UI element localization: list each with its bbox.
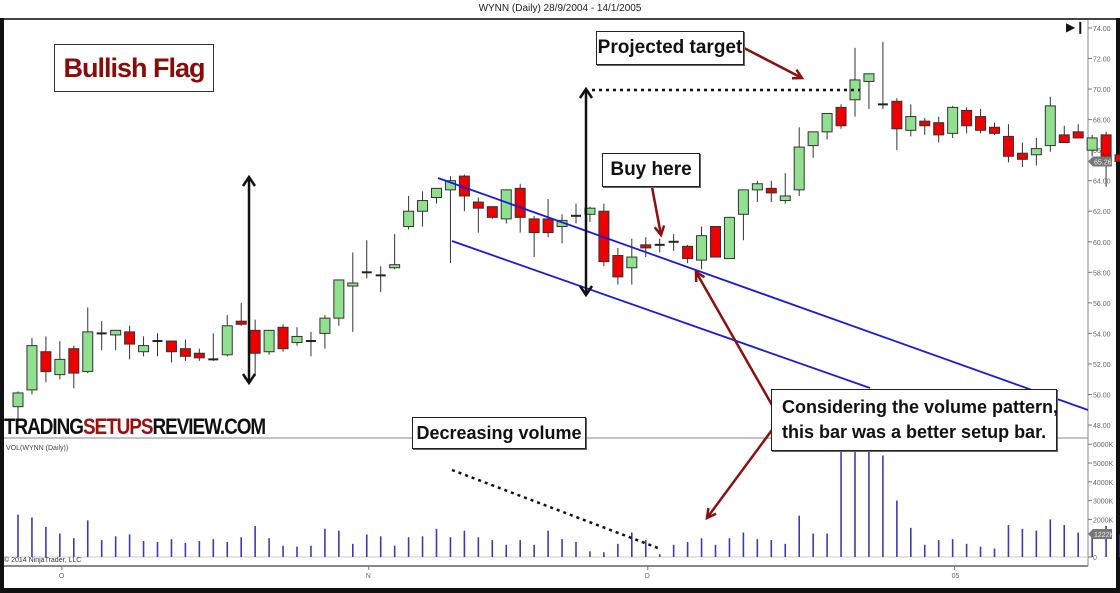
- svg-text:72.00: 72.00: [1093, 57, 1111, 64]
- svg-text:N: N: [366, 573, 371, 580]
- svg-text:O: O: [59, 573, 65, 580]
- svg-text:68.00: 68.00: [1093, 118, 1111, 125]
- svg-text:05: 05: [952, 573, 960, 580]
- buy-here-label: Buy here: [610, 159, 692, 180]
- svg-text:62.00: 62.00: [1093, 209, 1111, 216]
- svg-text:1222K: 1222K: [1094, 532, 1115, 539]
- volume-note-line1: Considering the volume pattern,: [782, 397, 1059, 417]
- volume-note-line2: this bar was a better setup bar.: [782, 422, 1047, 442]
- chart-title: WYNN (Daily) 28/9/2004 - 14/1/2005: [478, 3, 642, 14]
- projected-target-callout: Projected target: [596, 31, 744, 65]
- brand-part1: TRADING: [4, 414, 84, 439]
- svg-text:50.00: 50.00: [1093, 392, 1111, 399]
- copyright-text: © 2014 NinjaTrader, LLC: [4, 557, 82, 564]
- svg-text:48.00: 48.00: [1093, 423, 1111, 430]
- svg-text:D: D: [645, 573, 650, 580]
- svg-text:60.00: 60.00: [1093, 240, 1111, 247]
- decreasing-volume-callout: Decreasing volume: [412, 417, 586, 449]
- left-border: [0, 18, 4, 593]
- decreasing-volume-label: Decreasing volume: [416, 423, 582, 443]
- svg-text:54.00: 54.00: [1093, 331, 1111, 338]
- svg-text:2000K: 2000K: [1093, 517, 1114, 524]
- svg-text:65.26: 65.26: [1094, 159, 1112, 166]
- svg-text:56.00: 56.00: [1093, 301, 1111, 308]
- bottom-border: [0, 588, 1120, 593]
- svg-text:5000K: 5000K: [1093, 461, 1114, 468]
- svg-text:4000K: 4000K: [1093, 480, 1114, 487]
- svg-text:0: 0: [1093, 555, 1097, 562]
- brand-part3: REVIEW.COM: [152, 414, 266, 439]
- volume-note-callout: Considering the volume pattern, this bar…: [771, 389, 1059, 451]
- svg-text:6000K: 6000K: [1093, 442, 1114, 449]
- volume-panel-label: VOL(WYNN (Daily)): [6, 445, 69, 452]
- svg-text:52.00: 52.00: [1093, 362, 1111, 369]
- svg-text:64.00: 64.00: [1093, 179, 1111, 186]
- chart-title-bar: WYNN (Daily) 28/9/2004 - 14/1/2005: [0, 0, 1120, 20]
- svg-text:74.00: 74.00: [1093, 26, 1111, 33]
- right-border: [1116, 18, 1120, 593]
- scroll-to-end-icon[interactable]: ▶❙: [1066, 20, 1086, 34]
- brand-logo: TRADINGSETUPSREVIEW.COM: [4, 414, 266, 440]
- chart-title-callout: Bullish Flag: [54, 44, 214, 92]
- brand-part2: SETUPS: [82, 414, 154, 439]
- svg-text:58.00: 58.00: [1093, 270, 1111, 277]
- svg-text:70.00: 70.00: [1093, 87, 1111, 94]
- svg-text:3000K: 3000K: [1093, 499, 1114, 506]
- projected-target-label: Projected target: [597, 37, 743, 58]
- buy-here-callout: Buy here: [602, 153, 700, 187]
